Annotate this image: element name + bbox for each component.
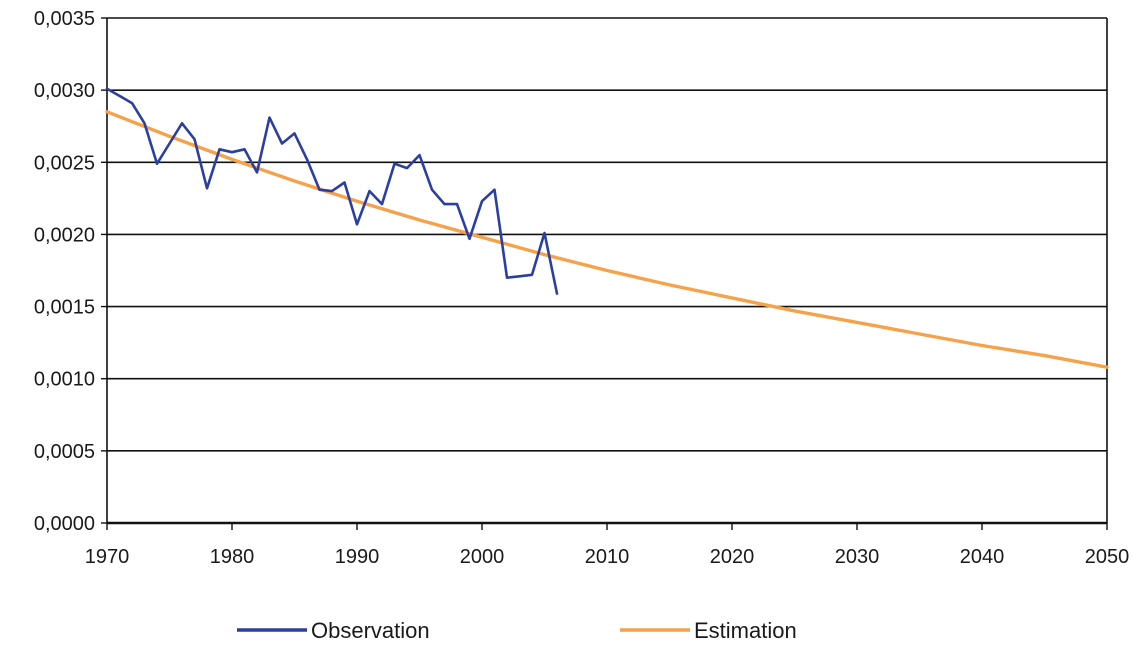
y-tick-label: 0,0015	[34, 297, 95, 319]
y-tick-label: 0,0020	[34, 224, 95, 246]
x-tick-label: 2000	[460, 546, 505, 568]
y-tick-label: 0,0010	[34, 369, 95, 391]
y-tick-label: 0,0030	[34, 80, 95, 102]
series-line-estimation	[105, 110, 1109, 369]
y-tick-label: 0,0005	[34, 441, 95, 463]
y-tick-label: 0,0025	[34, 152, 95, 174]
y-tick-label: 0,0035	[34, 8, 95, 30]
x-tick-label: 1970	[85, 546, 130, 568]
x-tick-label: 1990	[335, 546, 380, 568]
x-tick-label: 2050	[1085, 546, 1130, 568]
legend-label-estimation: Estimation	[694, 618, 797, 643]
plot-area: 0,0000 0,0005 0,0010 0,0015 0,0020 0,0025 0,00…	[34, 8, 1129, 568]
x-tick-label: 2020	[710, 546, 755, 568]
x-tick-label: 2010	[585, 546, 630, 568]
x-tick-label: 2040	[960, 546, 1005, 568]
x-tick-label: 1980	[210, 546, 255, 568]
legend: Observation Estimation	[237, 618, 797, 643]
legend-label-observation: Observation	[311, 618, 430, 643]
x-tick-label: 2030	[835, 546, 880, 568]
series-line-observation	[105, 87, 559, 295]
y-tick-label: 0,0000	[34, 513, 95, 535]
